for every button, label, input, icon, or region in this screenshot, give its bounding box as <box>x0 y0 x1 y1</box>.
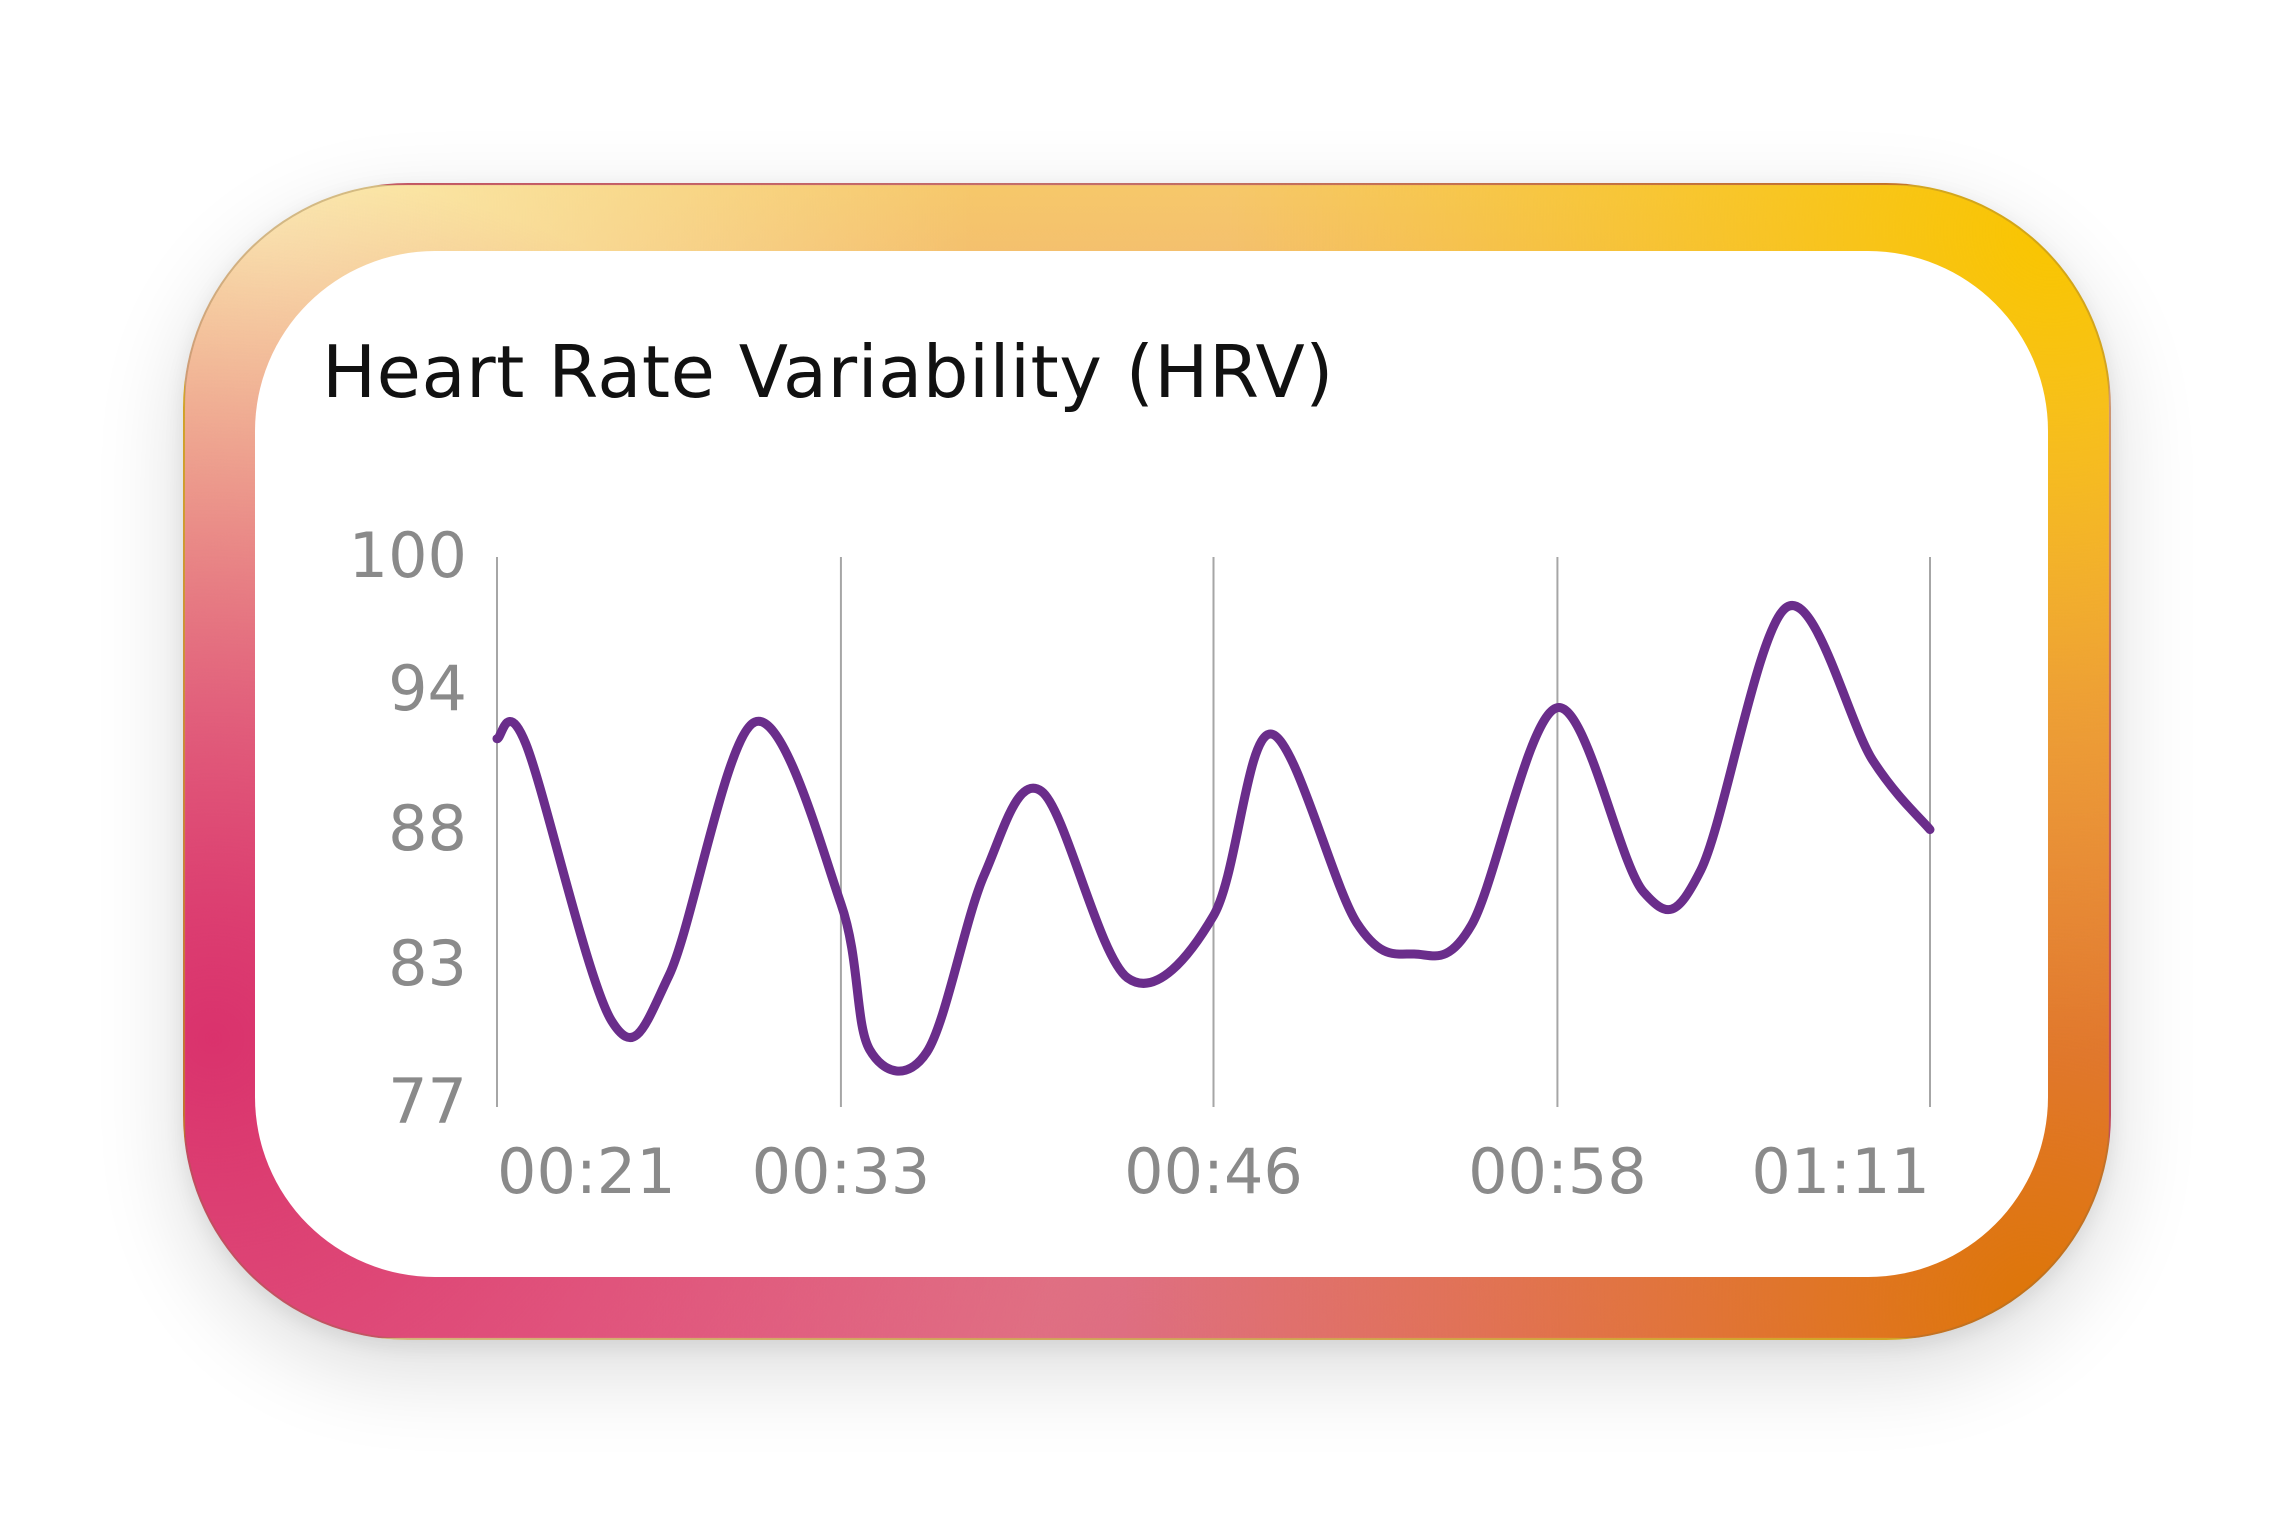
y-tick-label: 77 <box>388 1065 467 1138</box>
chart-title: Heart Rate Variability (HRV) <box>322 330 1334 414</box>
x-tick-label: 00:58 <box>1468 1135 1647 1208</box>
x-tick-label: 00:21 <box>497 1135 676 1208</box>
y-axis-ticks: 100 94 88 83 77 <box>349 519 467 1138</box>
x-tick-label: 01:11 <box>1751 1135 1930 1208</box>
x-tick-label: 00:33 <box>752 1135 931 1208</box>
y-tick-label: 88 <box>388 792 467 865</box>
hrv-series-line <box>492 601 1935 1076</box>
x-axis-ticks: 00:21 00:33 00:46 00:58 01:11 <box>497 1135 1930 1208</box>
y-tick-label: 100 <box>349 519 467 592</box>
y-tick-label: 83 <box>388 927 467 1000</box>
y-tick-label: 94 <box>388 652 467 725</box>
x-tick-label: 00:46 <box>1124 1135 1303 1208</box>
chart-card <box>255 251 2048 1277</box>
series-layer <box>492 601 1935 1076</box>
